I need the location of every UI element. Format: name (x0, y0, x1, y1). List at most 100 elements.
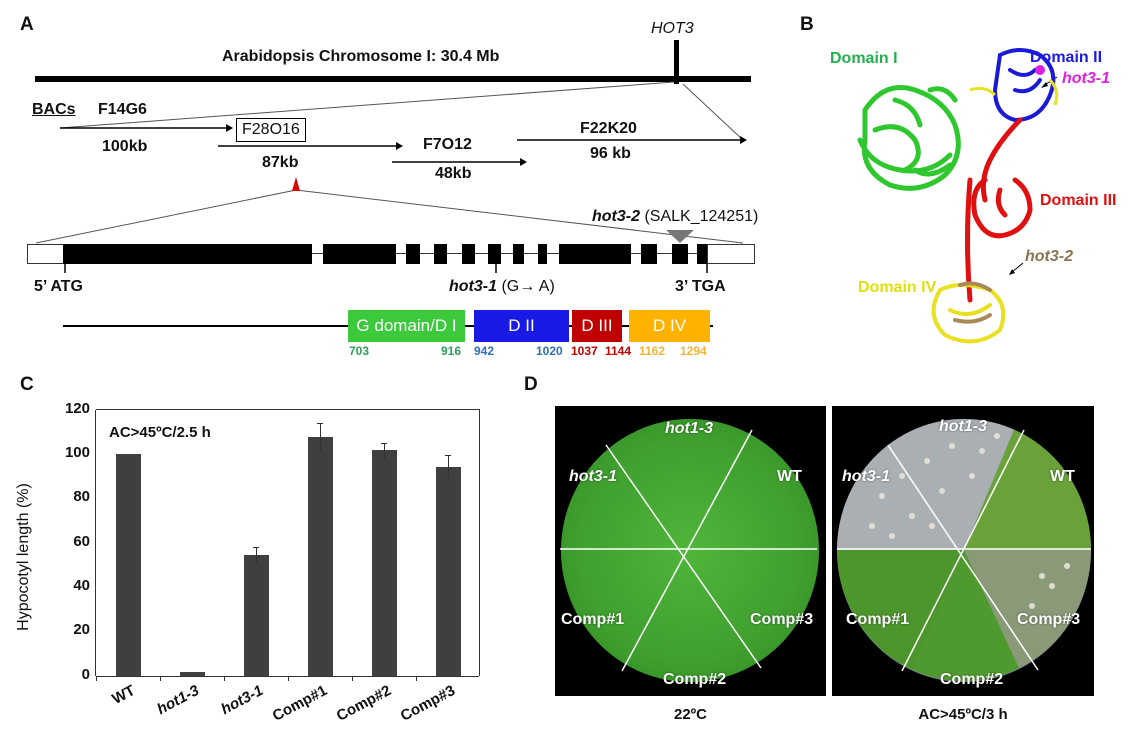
bar-hot1-3 (180, 672, 205, 676)
y-tick-label: 120 (64, 400, 90, 417)
gene-model (27, 244, 755, 264)
utr-3 (707, 244, 755, 264)
x-tick (96, 676, 97, 681)
plot-frame: AC>45ºC/2.5 h (95, 409, 480, 681)
plate1-wt: WT (777, 468, 802, 485)
hot3-2-structure-label: hot3-2 (1025, 248, 1073, 265)
y-axis (95, 410, 96, 676)
panel-a-label: A (20, 14, 34, 35)
exon (63, 244, 312, 264)
bac-f7o12-name: F7O12 (423, 136, 472, 153)
exon (559, 244, 631, 264)
exon (462, 244, 475, 264)
error-bar (448, 455, 449, 479)
domain-iv-label: Domain IV (858, 279, 937, 296)
bac-f28o16-box: F28O16 (236, 118, 306, 142)
bac-f7o12-size: 48kb (435, 165, 472, 182)
exon (697, 244, 707, 264)
plate2-comp2: Comp#2 (940, 671, 1004, 688)
y-tick-label: 100 (64, 444, 90, 461)
bar-comp3 (436, 467, 461, 676)
bac-f28o16-size: 87kb (262, 154, 299, 171)
plate1-hot3-1: hot3-1 (569, 468, 617, 485)
plate1-comp1: Comp#1 (561, 611, 625, 628)
chromosome-title: Arabidopsis Chromosome I: 30.4 Mb (222, 48, 500, 65)
error-bar (384, 443, 385, 459)
x-tick (416, 676, 417, 681)
error-bar (256, 547, 257, 563)
panel-b-label: B (800, 14, 814, 35)
hot3-gene-label: HOT3 (651, 20, 694, 37)
plate2-comp3: Comp#3 (1017, 611, 1081, 628)
plate1-hot1-3: hot1-3 (665, 420, 713, 437)
mutation-to: A) (538, 278, 555, 295)
exon (406, 244, 420, 264)
plate2-hot1-3: hot1-3 (939, 418, 987, 435)
bac-f14g6-name: F14G6 (98, 101, 147, 118)
y-axis-label-wrap: Hypocotyl length (%) (10, 418, 34, 698)
stop-codon-label: 3’ TGA (675, 278, 726, 295)
y-tick-label: 80 (73, 488, 90, 505)
plate2-hot3-1: hot3-1 (842, 468, 890, 485)
domain-d4-end: 1294 (680, 344, 707, 358)
hot3-2-label: hot3-2 (SALK_124251) (592, 208, 758, 226)
domain-d1-end: 916 (441, 344, 462, 358)
domain-d2-start: 942 (474, 344, 495, 358)
plate1-caption: 22ºC (674, 706, 707, 723)
chromosome-bar (35, 76, 751, 82)
hot3-1-structure-label: hot3-1 (1062, 70, 1110, 87)
x-tick (160, 676, 161, 681)
panel-c-label: C (20, 374, 34, 395)
protein-structure-image (857, 48, 1059, 344)
bacs-label: BACs (32, 101, 76, 118)
error-cap (317, 423, 323, 424)
domain-iii-label: Domain III (1040, 192, 1117, 209)
bar-wt (116, 454, 141, 676)
bar-comp2 (372, 450, 397, 676)
panel-d-label: D (524, 374, 538, 395)
exon (488, 244, 501, 264)
domain-d4: D IV (629, 310, 710, 342)
x-tick (352, 676, 353, 681)
plate-heat-stress: hot1-3 WT hot3-1 Comp#1 Comp#2 Comp#3 (832, 406, 1094, 696)
exon (538, 244, 547, 264)
y-axis-label: Hypocotyl length (%) (15, 483, 32, 631)
hot3-1-mutation-label: hot3-1 (G→ A) (449, 278, 555, 296)
bac-f28o16-name: F28O16 (242, 121, 300, 138)
mutation-from: (G (501, 278, 520, 295)
domain-d2-end: 1020 (536, 344, 563, 358)
sector-lines (560, 429, 817, 672)
domain-g-d1: G domain/D I (348, 310, 465, 342)
x-tick (224, 676, 225, 681)
petri-dish (561, 419, 819, 682)
mutation-arrow: → (519, 278, 536, 295)
hot3-1-allele: hot3-1 (449, 278, 497, 295)
utr-5 (27, 244, 64, 264)
bac-f14g6-size: 100kb (102, 138, 148, 155)
exon (323, 244, 396, 264)
domain-d2: D II (474, 310, 569, 342)
plate1-comp3: Comp#3 (750, 611, 814, 628)
plate2-content (837, 419, 1091, 681)
error-cap (445, 455, 451, 456)
domain-d1-start: 703 (349, 344, 370, 358)
hot3-locus-marker (674, 40, 679, 84)
bac-f22k20-size: 96 kb (590, 145, 631, 162)
y-tick-label: 60 (73, 533, 90, 550)
exon (434, 244, 447, 264)
plate2-caption: AC>45ºC/3 h (918, 706, 1008, 723)
y-tick-label: 0 (81, 666, 90, 683)
start-codon-label: 5’ ATG (34, 278, 83, 295)
chart-annotation: AC>45ºC/2.5 h (109, 424, 211, 441)
hot3-2-allele: hot3-2 (592, 208, 640, 225)
y-tick-label: 20 (73, 621, 90, 638)
domain-i-label: Domain I (830, 50, 898, 67)
error-bar (320, 423, 321, 451)
domain-ii-label: Domain II (1030, 49, 1103, 66)
exon (641, 244, 657, 264)
plate2-wt: WT (1050, 468, 1075, 485)
plate2-comp1: Comp#1 (846, 611, 910, 628)
x-tick (288, 676, 289, 681)
bar-comp1 (308, 437, 333, 676)
exon (672, 244, 688, 264)
